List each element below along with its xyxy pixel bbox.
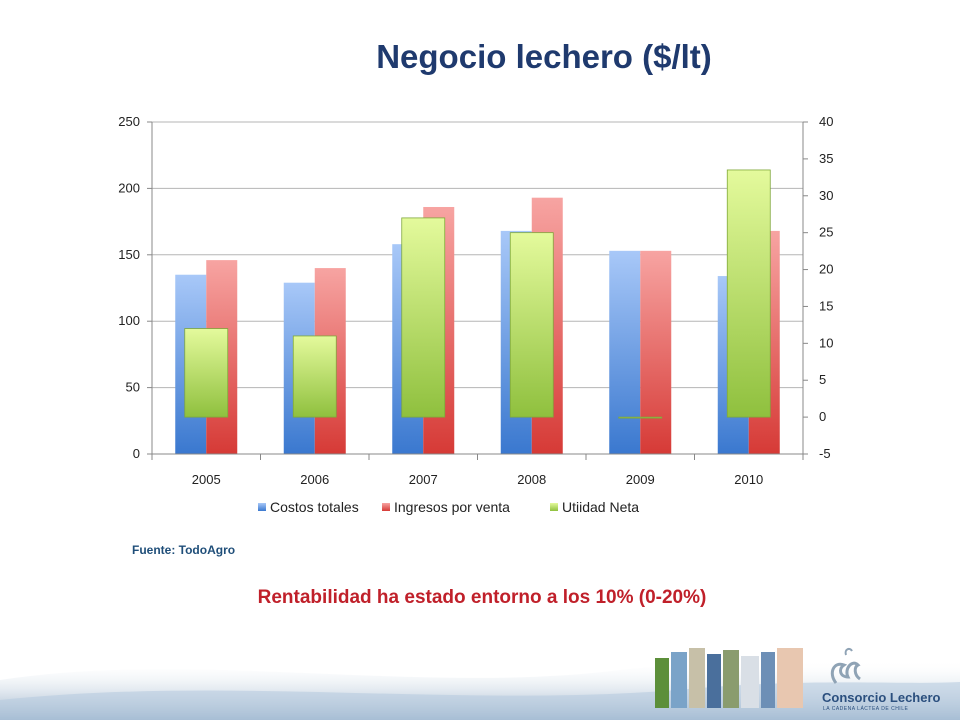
photo-collage (655, 648, 803, 708)
bar-costos-totales (609, 250, 641, 454)
bar-utiidad-neta (292, 335, 337, 418)
chart-bars-right-axis (184, 169, 771, 419)
legend-label: Costos totales (270, 499, 359, 515)
x-tick-label: 2006 (300, 472, 329, 487)
y-right-tick-label: 5 (819, 372, 826, 387)
consorcio-lechero-logo (830, 647, 861, 684)
y-left-tick-label: 100 (118, 313, 140, 328)
x-tick-label: 2010 (734, 472, 763, 487)
y-left-tick-label: 50 (126, 380, 140, 395)
x-tick-label: 2005 (192, 472, 221, 487)
x-tick-label: 2009 (626, 472, 655, 487)
bar-utiidad-neta (726, 169, 771, 418)
y-right-tick-label: 40 (819, 114, 833, 129)
legend-swatch (382, 503, 390, 511)
y-left-tick-label: 0 (133, 446, 140, 461)
y-right-tick-label: 20 (819, 262, 833, 277)
bar-utiidad-neta (618, 416, 663, 419)
slide-title: Negocio lechero ($/lt) (376, 38, 712, 75)
bar-utiidad-neta (509, 232, 554, 418)
logo-tagline: LA CADENA LÁCTEA DE CHILE (823, 706, 909, 712)
source-note: Fuente: TodoAgro (132, 543, 236, 557)
bar-chart: 0 50 100 150 200 250 -5 0 5 10 15 20 25 30 35 40 2005 200… (118, 114, 833, 515)
legend-label: Utiidad Neta (562, 499, 639, 515)
y-left-tick-label: 200 (118, 180, 140, 195)
y-left-tick-label: 150 (118, 247, 140, 262)
y-left-tick-label: 250 (118, 114, 140, 129)
legend-label: Ingresos por venta (394, 499, 510, 515)
legend-swatch (258, 503, 266, 511)
bar-utiidad-neta (401, 217, 446, 418)
chart-legend: Costos totales Ingresos por venta Utiidad … (258, 499, 639, 515)
y-right-tick-label: 10 (819, 335, 833, 350)
y-right-tick-label: 15 (819, 298, 833, 313)
y-right-tick-label: 0 (819, 409, 826, 424)
chart-axes: 0 50 100 150 200 250 -5 0 5 10 15 20 25 30 35 40 2005 200… (118, 114, 833, 487)
conclusion-text: Rentabilidad ha estado entorno a los 10%… (257, 587, 707, 608)
x-tick-label: 2007 (409, 472, 438, 487)
logo-name: Consorcio Lechero (822, 690, 941, 705)
chart-gridlines (152, 121, 803, 455)
y-right-tick-label: 25 (819, 225, 833, 240)
chart-bars-left-axis (175, 197, 780, 455)
y-right-tick-label: -5 (819, 446, 831, 461)
legend-swatch (550, 503, 558, 511)
y-right-tick-label: 35 (819, 151, 833, 166)
footer-decoration (0, 660, 960, 720)
bar-utiidad-neta (184, 328, 229, 418)
y-right-tick-label: 30 (819, 188, 833, 203)
bar-ingresos-por-venta (640, 250, 672, 454)
x-tick-label: 2008 (517, 472, 546, 487)
